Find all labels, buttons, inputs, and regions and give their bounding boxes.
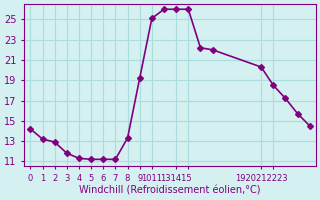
X-axis label: Windchill (Refroidissement éolien,°C): Windchill (Refroidissement éolien,°C) <box>79 186 261 196</box>
